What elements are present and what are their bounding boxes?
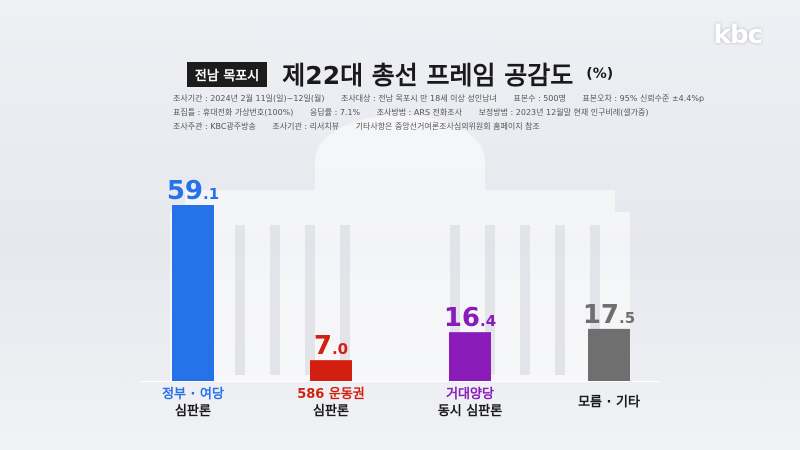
value-label-decimal: .4	[480, 312, 496, 330]
bar	[449, 332, 491, 381]
value-label-int: 7	[314, 331, 332, 361]
chart-title: 제22대 총선 프레임 공감도	[282, 61, 574, 90]
bar	[172, 205, 214, 381]
category-label-top: 586 운동권	[297, 387, 365, 402]
meta-item: 조사기간 : 2024년 2월 11일(일)~12일(월)	[173, 94, 325, 103]
survey-meta: 조사기간 : 2024년 2월 11일(일)~12일(월) 조사대상 : 전남 …	[173, 92, 704, 134]
bar	[588, 328, 630, 381]
category-label-bottom: 모름 · 기타	[578, 394, 640, 410]
value-label-decimal: .5	[619, 309, 635, 327]
kbc-logo: kbc	[713, 20, 763, 50]
meta-item: 표본수 : 500명	[513, 94, 566, 103]
meta-item: 표집틀 : 휴대전화 가상번호(100%)	[173, 108, 294, 117]
meta-item: 기타사항은 중앙선거여론조사심의위원회 홈페이지 참조	[355, 122, 540, 131]
value-label-int: 17	[583, 300, 619, 330]
value-label: 59.1	[167, 176, 219, 206]
value-label: 7.0	[314, 331, 348, 361]
category-label-top: 정부 · 여당	[162, 386, 224, 402]
meta-item: 조사방법 : ARS 전화조사	[376, 108, 463, 117]
category-label-bottom: 동시 심판론	[438, 403, 502, 419]
meta-item: 보정방법 : 2023년 12월말 현재 인구비례(셀가중)	[478, 108, 649, 117]
value-label-decimal: .0	[332, 340, 348, 358]
value-label: 16.4	[444, 303, 496, 333]
value-label-int: 59	[167, 176, 203, 206]
meta-row: 표집틀 : 휴대전화 가상번호(100%) 응답률 : 7.1% 조사방법 : …	[173, 106, 693, 120]
region-badge: 전남 목포시	[186, 61, 268, 87]
meta-item: 응답률 : 7.1%	[309, 108, 361, 117]
meta-item: 조사기관 : 리서치뷰	[272, 122, 340, 131]
title-row: 전남 목포시 제22대 총선 프레임 공감도 (%)	[0, 56, 800, 92]
category-label-bottom: 심판론	[175, 403, 211, 419]
category-label-bottom: 심판론	[313, 403, 349, 419]
unit-label: (%)	[586, 66, 614, 82]
bar	[310, 360, 352, 381]
meta-item: 조사주관 : KBC광주방송	[173, 122, 256, 131]
value-label-int: 16	[444, 303, 480, 333]
meta-item: 조사대상 : 전남 목포시 만 18세 이상 성인남녀	[341, 94, 497, 103]
value-label: 17.5	[583, 300, 635, 330]
meta-row: 조사기간 : 2024년 2월 11일(일)~12일(월) 조사대상 : 전남 …	[173, 92, 704, 106]
meta-row: 조사주관 : KBC광주방송 조사기관 : 리서치뷰 기타사항은 중앙선거여론조…	[173, 120, 693, 134]
category-label-top: 거대양당	[446, 386, 494, 402]
value-label-decimal: .1	[203, 185, 219, 203]
meta-item: 표본오차 : 95% 신뢰수준 ±4.4%p	[582, 94, 705, 103]
